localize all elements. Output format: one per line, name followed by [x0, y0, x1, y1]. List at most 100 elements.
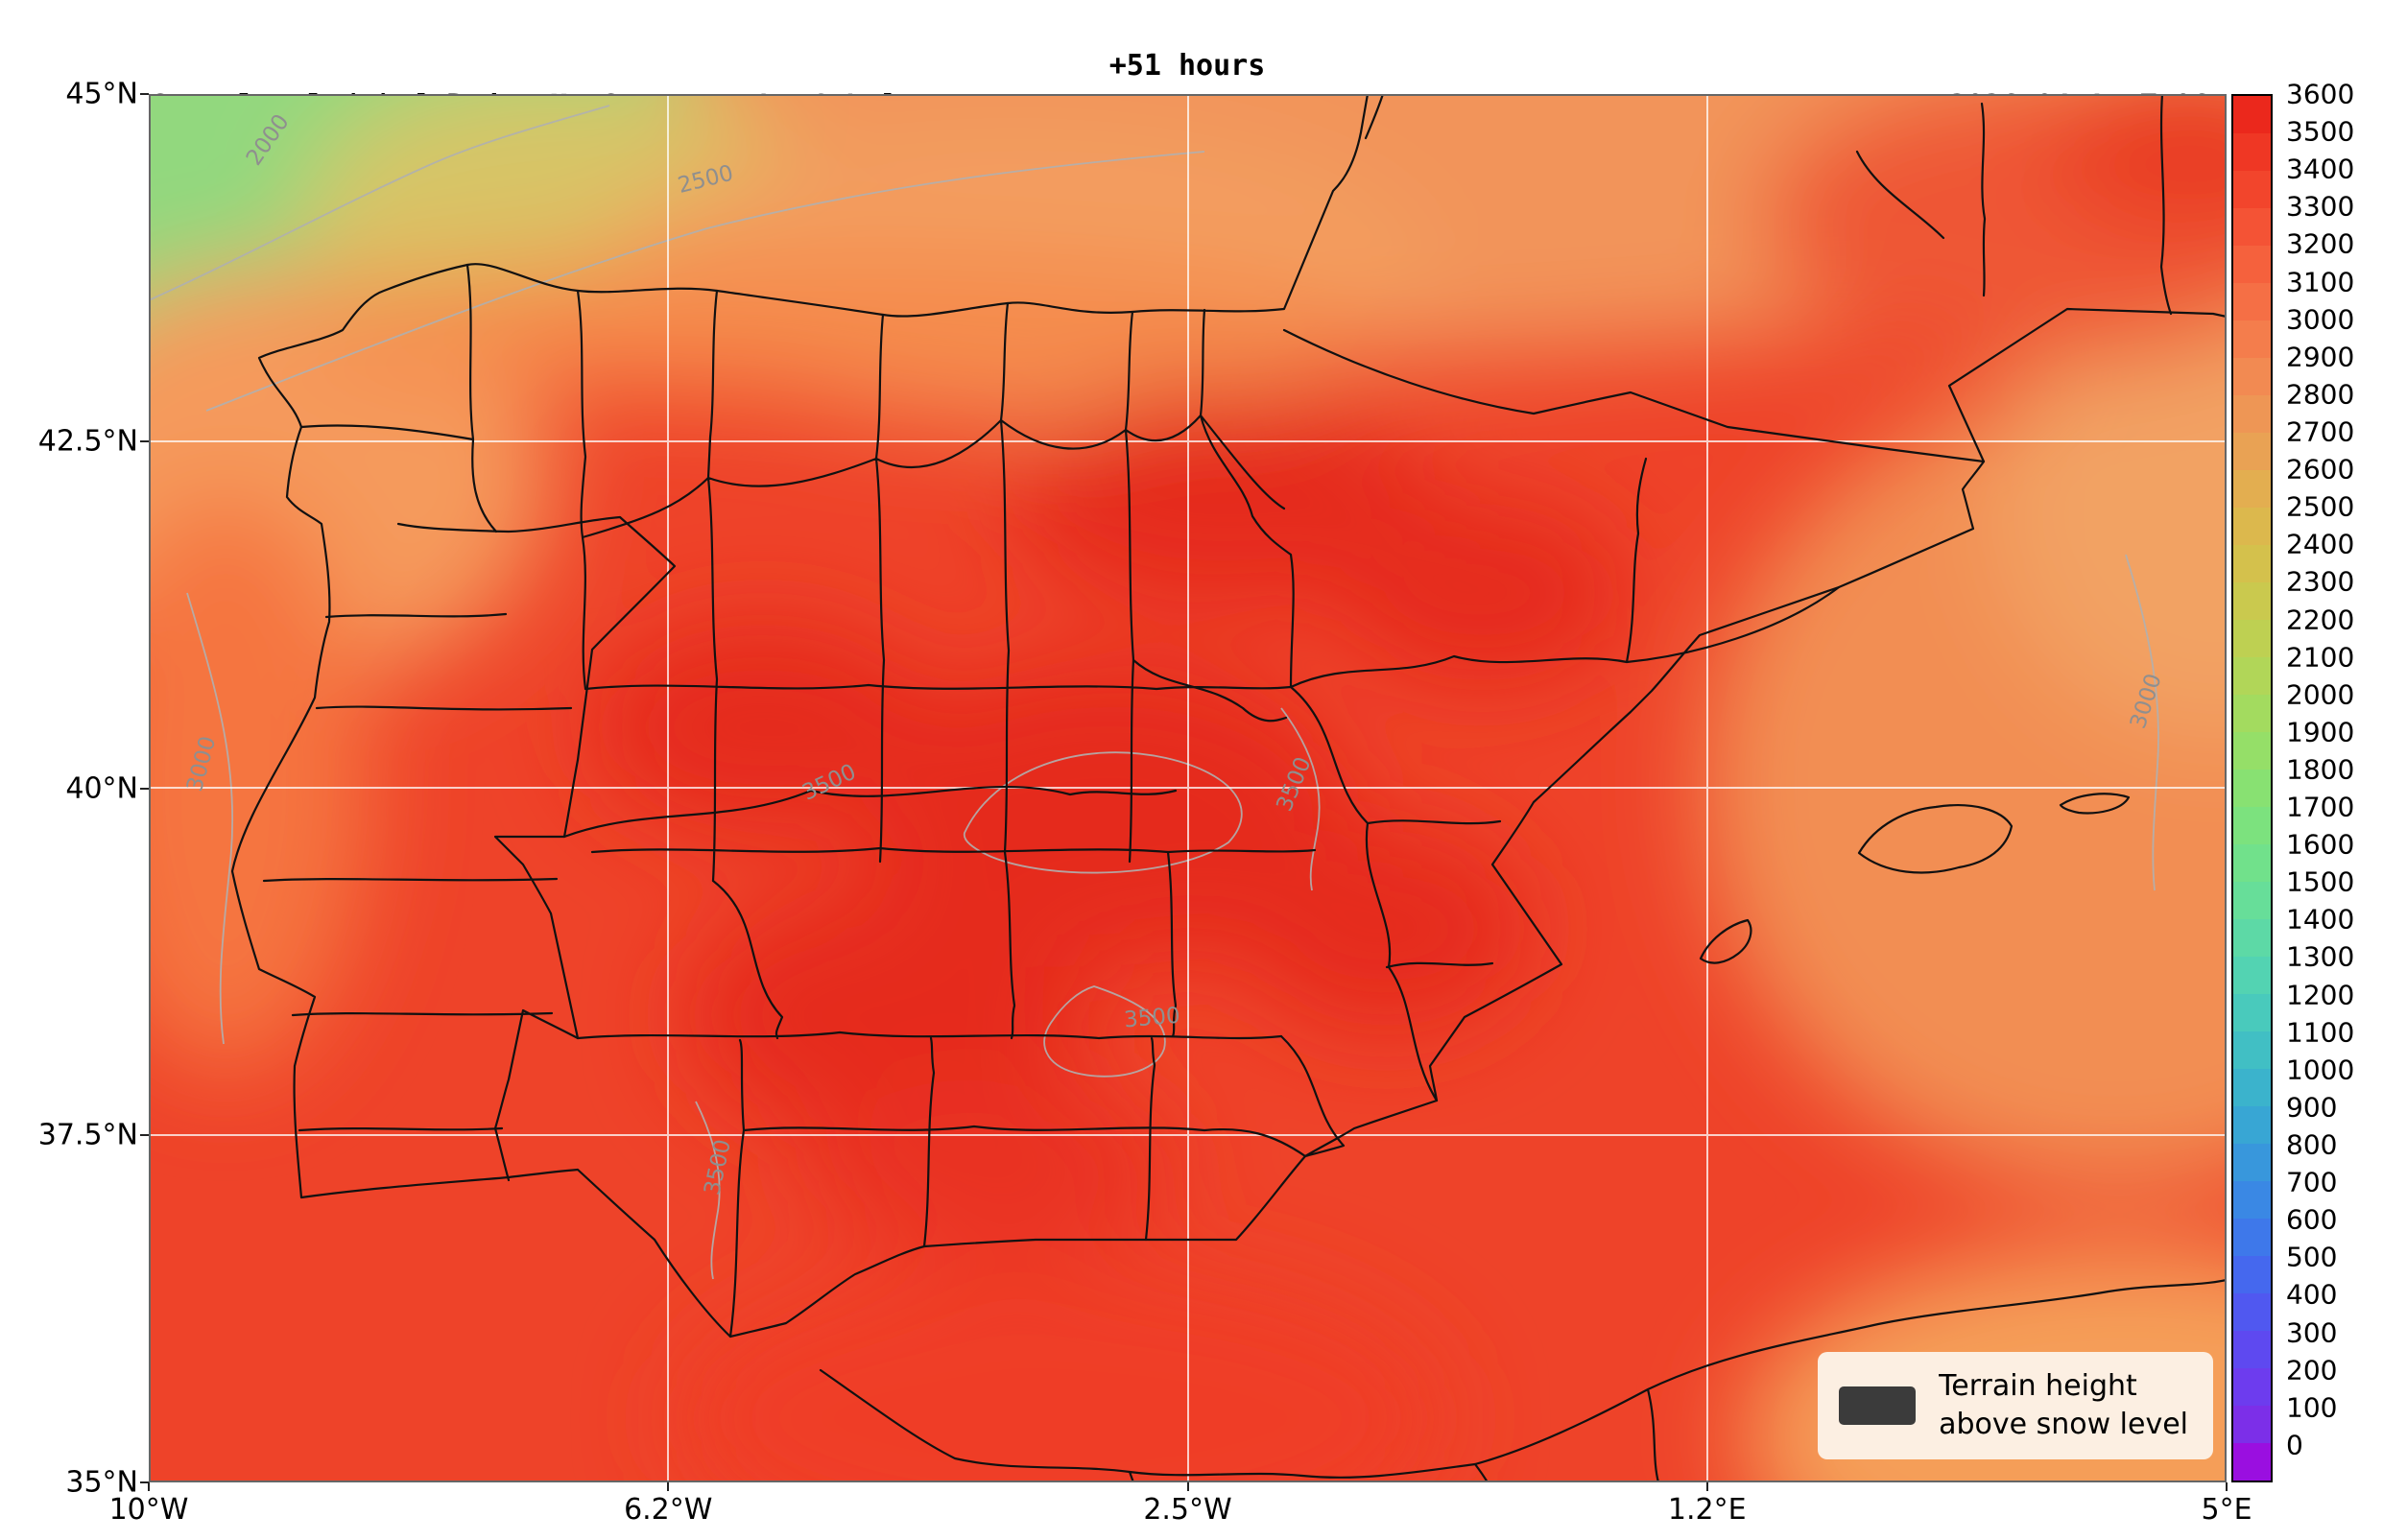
contour-lines [149, 105, 2159, 1280]
colorbar-segment [2233, 358, 2271, 395]
colorbar-segment [2233, 957, 2271, 994]
colorbar-segment [2233, 96, 2271, 133]
gridlines [149, 94, 2227, 1482]
colorbar-tick-label: 500 [2286, 1241, 2338, 1273]
colorbar-tick-label: 200 [2286, 1354, 2338, 1386]
colorbar-segment [2233, 1256, 2271, 1293]
colorbar-segment [2233, 246, 2271, 283]
colorbar-segment [2233, 470, 2271, 508]
colorbar-tick-label: 100 [2286, 1391, 2338, 1424]
colorbar-segment [2233, 657, 2271, 695]
colorbar-segment [2233, 1406, 2271, 1443]
x-axis-tick-mark [1186, 1482, 1189, 1491]
colorbar-tick-label: 2800 [2286, 378, 2355, 411]
x-axis-tick-mark [2226, 1482, 2228, 1491]
snow-level-map-svg: 2000 2500 3000 3000 3500 3500 3500 3500 [149, 94, 2227, 1482]
colorbar-tick-label: 700 [2286, 1166, 2338, 1198]
legend-line-1: Terrain height [1939, 1369, 2137, 1403]
colorbar-segment [2233, 807, 2271, 844]
province-borders-north [299, 263, 1206, 539]
x-axis-tick-mark [1705, 1482, 1708, 1491]
y-axis-tick-label: 37.5°N [37, 1118, 138, 1152]
colorbar-tick-label: 1900 [2286, 716, 2355, 748]
admin-boundaries [230, 94, 2227, 1482]
colorbar-segment [2233, 1331, 2271, 1368]
colorbar-tick-label: 400 [2286, 1278, 2338, 1311]
colorbar-tick-label: 1700 [2286, 791, 2355, 823]
portugal-districts [262, 612, 573, 1132]
pyrenees-border [1282, 328, 1986, 463]
y-axis-tick-label: 35°N [65, 1465, 138, 1500]
x-axis-tick-mark [148, 1482, 150, 1491]
colorbar [2231, 94, 2273, 1482]
colorbar-segment [2233, 770, 2271, 807]
colorbar-tick-label: 3500 [2286, 115, 2355, 148]
province-borders-east [1132, 414, 1841, 1158]
colorbar-tick-label: 0 [2286, 1429, 2303, 1461]
colorbar-tick-label: 2300 [2286, 565, 2355, 598]
france-borders [1855, 94, 2173, 316]
colorbar-tick-label: 3200 [2286, 227, 2355, 260]
colorbar-tick-label: 900 [2286, 1091, 2338, 1124]
colorbar-tick-label: 1300 [2286, 940, 2355, 973]
colorbar-tick-label: 2700 [2286, 415, 2355, 448]
colorbar-tick-label: 3000 [2286, 303, 2355, 336]
lead-time-label: +51 hours [1108, 49, 1266, 83]
colorbar-segment [2233, 919, 2271, 957]
contour-label: 3500 [1123, 1004, 1181, 1033]
y-axis-tick-mark [140, 1134, 149, 1137]
x-axis-tick-label: 1.2°E [1667, 1493, 1747, 1527]
colorbar-segment [2233, 1293, 2271, 1331]
colorbar-tick-label: 2400 [2286, 528, 2355, 560]
colorbar-tick-label: 2600 [2286, 453, 2355, 486]
colorbar-tick-label: 2200 [2286, 604, 2355, 635]
portugal-spain-border [396, 515, 677, 1182]
colorbar-segment [2233, 508, 2271, 545]
colorbar-segment [2233, 695, 2271, 732]
colorbar-tick-label: 2100 [2286, 641, 2355, 674]
colorbar-segment [2233, 395, 2271, 433]
colorbar-segment [2233, 545, 2271, 582]
colorbar-tick-label: 3400 [2286, 153, 2355, 185]
colorbar-segment [2233, 1144, 2271, 1181]
colorbar-segment [2233, 133, 2271, 171]
colorbar-segment [2233, 208, 2271, 246]
province-borders-meseta [581, 414, 1317, 883]
legend-swatch [1839, 1386, 1917, 1425]
province-borders-south [562, 785, 1307, 1339]
colorbar-segment [2233, 620, 2271, 657]
africa-coast [819, 1278, 2227, 1482]
colorbar-tick-label: 2500 [2286, 490, 2355, 523]
colorbar-segment [2233, 882, 2271, 919]
colorbar-tick-label: 1100 [2286, 1016, 2355, 1049]
x-axis-tick-label: 6.2°W [624, 1493, 713, 1527]
colorbar-segment [2233, 433, 2271, 470]
colorbar-tick-label: 2000 [2286, 678, 2355, 711]
x-axis-tick-label: 2.5°W [1143, 1493, 1232, 1527]
colorbar-segment [2233, 1181, 2271, 1219]
plot-frame [149, 94, 2227, 1482]
colorbar-segment [2233, 171, 2271, 208]
colorbar-tick-label: 2900 [2286, 341, 2355, 373]
x-axis-tick-label: 5°E [2201, 1493, 2252, 1527]
colorbar-segment [2233, 1368, 2271, 1406]
y-axis-tick-mark [140, 787, 149, 790]
colorbar-tick-label: 1500 [2286, 865, 2355, 898]
colorbar-segment [2233, 1219, 2271, 1256]
colorbar-tick-label: 600 [2286, 1203, 2338, 1236]
colorbar-segment [2233, 1069, 2271, 1106]
colorbar-tick-label: 3300 [2286, 190, 2355, 223]
y-axis-tick-mark [140, 439, 149, 442]
colorbar-tick-label: 1200 [2286, 979, 2355, 1011]
colorbar-segment [2233, 844, 2271, 882]
colorbar-tick-label: 1600 [2286, 828, 2355, 861]
colorbar-tick-label: 3600 [2286, 78, 2355, 110]
y-axis-tick-label: 42.5°N [37, 424, 138, 459]
colorbar-segment [2233, 283, 2271, 320]
y-axis-tick-label: 45°N [65, 77, 138, 111]
colorbar-tick-label: 1000 [2286, 1054, 2355, 1086]
legend-terrain: Terrain height above snow level [1818, 1352, 2213, 1459]
colorbar-segment [2233, 1106, 2271, 1144]
colorbar-tick-label: 1400 [2286, 903, 2355, 936]
colorbar-segment [2233, 582, 2271, 620]
